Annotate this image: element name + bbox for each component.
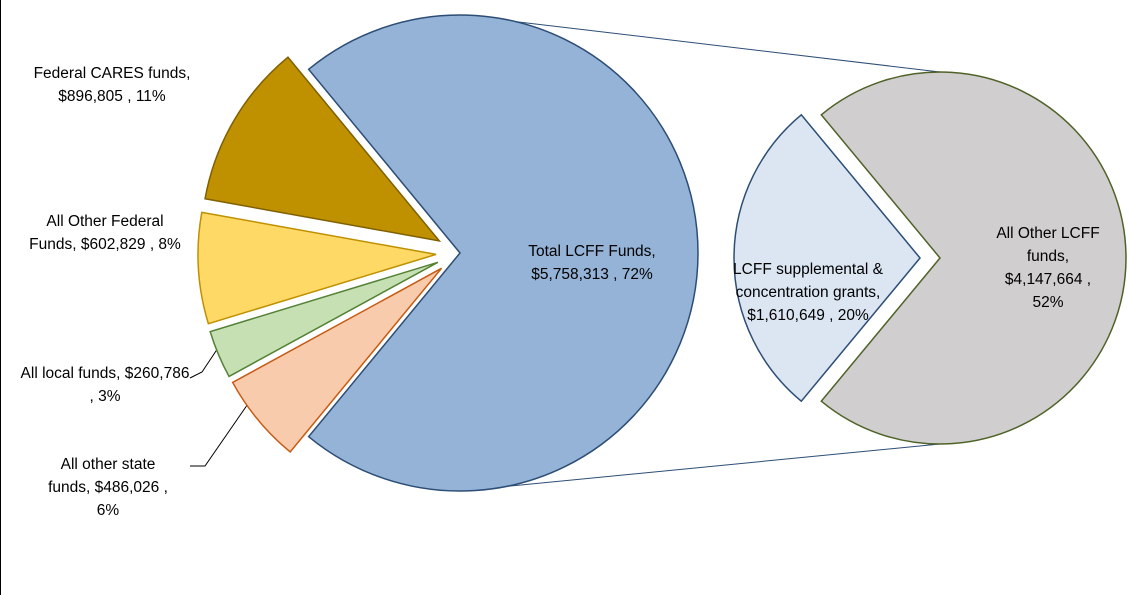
pie-slice <box>209 261 439 378</box>
category-label: All local funds, <box>20 365 121 382</box>
value-label: $486,026 , 6% <box>94 479 168 519</box>
data-label: All Other LCFF funds, $4,147,664 , 52% <box>989 222 1107 314</box>
connector <box>459 443 941 492</box>
connector <box>459 14 941 73</box>
value-label: $1,610,649 , 20% <box>747 307 869 324</box>
leader-line <box>189 341 223 379</box>
category-label: Total LCFF Funds, <box>528 243 656 260</box>
pie-slice <box>204 56 442 242</box>
data-label: All other state funds, $486,026 , 6% <box>38 453 178 522</box>
leader-line <box>190 397 253 467</box>
data-label: Total LCFF Funds, $5,758,313 , 72% <box>492 240 692 286</box>
category-label: Federal CARES funds, <box>33 65 191 82</box>
pie-slice <box>820 71 1127 445</box>
value-label: $602,829 , 8% <box>80 236 181 253</box>
pie-slice <box>231 267 443 454</box>
value-label: $896,805 , 11% <box>58 88 166 105</box>
pie-slice <box>197 211 437 325</box>
data-label: LCFF supplemental & concentration grants… <box>718 258 898 327</box>
category-label: All Other LCFF funds, <box>996 225 1100 265</box>
pie-slice <box>733 113 921 403</box>
pie-slice <box>307 14 699 492</box>
data-label: Federal CARES funds, $896,805 , 11% <box>7 62 217 108</box>
value-label: $260,786 , 3% <box>89 365 190 405</box>
category-label: All Other Federal Funds, <box>29 213 164 253</box>
category-label: LCFF supplemental & concentration grants… <box>733 261 883 301</box>
data-label: All Other Federal Funds, $602,829 , 8% <box>25 210 185 256</box>
category-label: All other state funds, <box>48 456 156 496</box>
value-label: $4,147,664 , 52% <box>1004 271 1092 311</box>
data-label: All local funds, $260,786 , 3% <box>20 362 190 408</box>
value-label: $5,758,313 , 72% <box>531 266 653 283</box>
